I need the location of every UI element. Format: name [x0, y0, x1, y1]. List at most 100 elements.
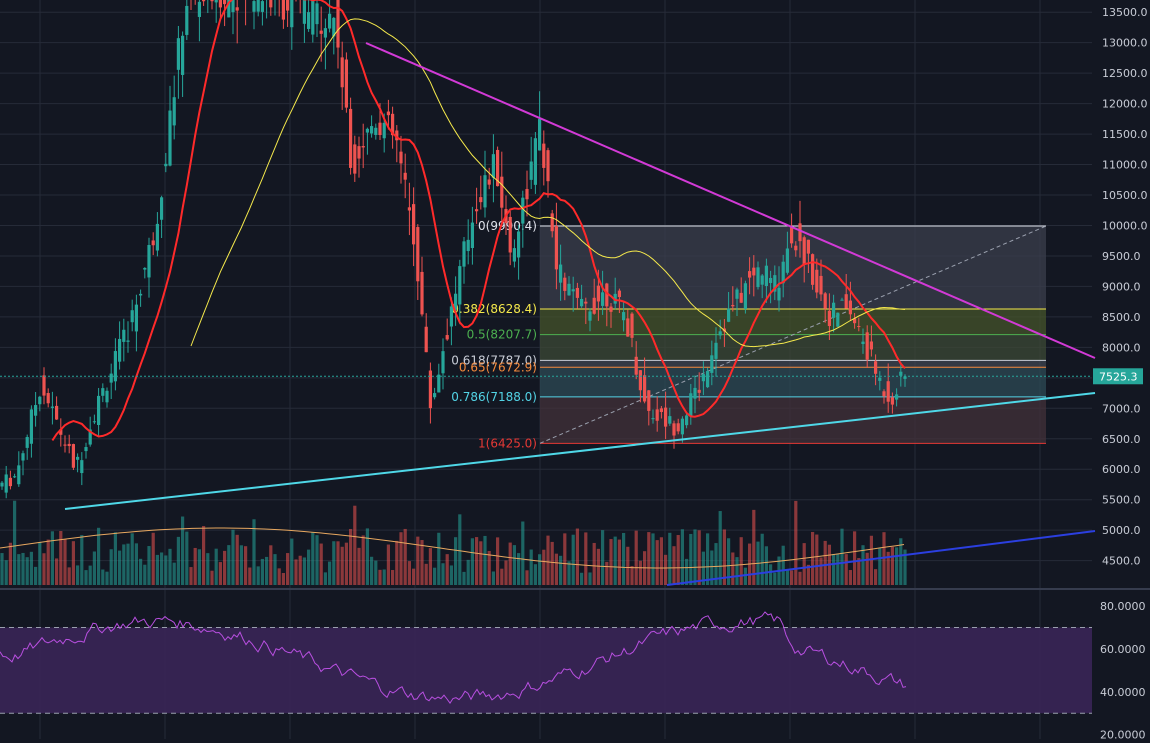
- fib-level-label: 0.618(7787.0): [451, 353, 537, 367]
- rsi-panel: [0, 611, 1092, 714]
- candle-body: [710, 355, 714, 373]
- fib-zone: [540, 367, 1046, 397]
- candle-body: [374, 127, 378, 135]
- volume-bar: [672, 546, 676, 585]
- volume-bar: [130, 533, 134, 585]
- candle-body: [609, 306, 613, 312]
- volume-bar: [764, 546, 768, 585]
- candle-body: [617, 290, 621, 298]
- volume-bar: [239, 545, 243, 585]
- candle-body: [340, 57, 344, 88]
- candle-body: [525, 189, 529, 200]
- volume-bar: [588, 572, 592, 585]
- fib-zone: [540, 334, 1046, 361]
- volume-bar: [479, 541, 483, 585]
- volume-bar: [680, 529, 684, 585]
- volume-bar: [344, 542, 348, 585]
- volume-bar: [487, 551, 491, 585]
- volume-bar: [294, 559, 298, 585]
- volume-bar: [659, 537, 663, 585]
- volume-bar: [160, 552, 164, 585]
- candle-body: [882, 391, 886, 397]
- candle-body: [697, 389, 701, 393]
- volume-bar: [441, 563, 445, 585]
- candle-body: [29, 409, 33, 444]
- volume-bar: [281, 572, 285, 585]
- candle-body: [521, 197, 525, 224]
- volume-bar: [21, 552, 25, 585]
- candle-body: [773, 275, 777, 292]
- candle-body: [122, 329, 126, 342]
- price-tick-label: 12000.0: [1102, 98, 1148, 111]
- fib-zone: [540, 396, 1046, 444]
- candle-body: [38, 396, 42, 405]
- volume-bar: [336, 541, 340, 585]
- volume-bar: [155, 554, 159, 585]
- price-tick-label: 11000.0: [1102, 159, 1148, 172]
- volume-bar: [197, 549, 201, 585]
- candle-body: [218, 0, 222, 8]
- volume-bar: [895, 547, 899, 585]
- candle-body: [445, 335, 449, 340]
- volume-bar: [538, 554, 542, 585]
- candle-body: [546, 150, 550, 182]
- candle-body: [559, 264, 563, 283]
- candle-body: [441, 351, 445, 374]
- candle-body: [315, 3, 319, 25]
- volume-bar: [210, 570, 214, 585]
- candle-body: [890, 397, 894, 405]
- candle-body: [857, 326, 861, 328]
- volume-bar: [714, 543, 718, 585]
- volume-bars: [0, 500, 907, 585]
- volume-bar: [437, 532, 441, 585]
- volume-bar: [735, 557, 739, 585]
- volume-bar: [823, 540, 827, 585]
- ma-long-line: [190, 18, 906, 348]
- volume-bar: [143, 564, 147, 585]
- candle-body: [181, 35, 185, 75]
- fib-zone: [540, 309, 1046, 335]
- candle-body: [235, 7, 239, 11]
- candle-body: [517, 231, 521, 258]
- candle-body: [588, 311, 592, 321]
- candle-body: [412, 204, 416, 245]
- volume-bar: [105, 571, 109, 585]
- volume-bar: [151, 532, 155, 585]
- volume-bar: [664, 554, 668, 585]
- candle-body: [727, 308, 731, 322]
- candle-body: [76, 456, 80, 460]
- volume-bar: [752, 509, 756, 585]
- fib-level-label: 0.5(8207.7): [467, 328, 537, 342]
- candle-body: [626, 318, 630, 337]
- candle-body: [714, 342, 718, 359]
- volume-bar: [869, 535, 873, 585]
- candle-body: [500, 176, 504, 208]
- volume-bar: [638, 560, 642, 585]
- candle-body: [428, 370, 432, 409]
- volume-bar: [701, 551, 705, 585]
- volume-bar: [25, 557, 29, 585]
- candle-body: [407, 207, 411, 211]
- candle-body: [113, 351, 117, 382]
- candle-body: [21, 453, 25, 461]
- indicator-overlays: [0, 0, 1096, 586]
- candle-body: [378, 122, 382, 136]
- candle-body: [815, 269, 819, 293]
- candle-body: [202, 0, 206, 2]
- volume-bar: [605, 561, 609, 585]
- fib-level-label: 0.786(7188.0): [451, 390, 537, 404]
- candle-body: [533, 138, 537, 185]
- candle-body: [80, 460, 84, 474]
- candle-body: [395, 130, 399, 141]
- candle-body: [336, 0, 340, 48]
- volume-bar: [529, 549, 533, 585]
- volume-bar: [126, 543, 130, 585]
- candle-body: [491, 154, 495, 178]
- volume-bar: [269, 545, 273, 585]
- price-tick-label: 10000.0: [1102, 219, 1148, 232]
- candle-body: [575, 287, 579, 298]
- candle-body: [319, 30, 323, 34]
- candle-body: [756, 267, 760, 288]
